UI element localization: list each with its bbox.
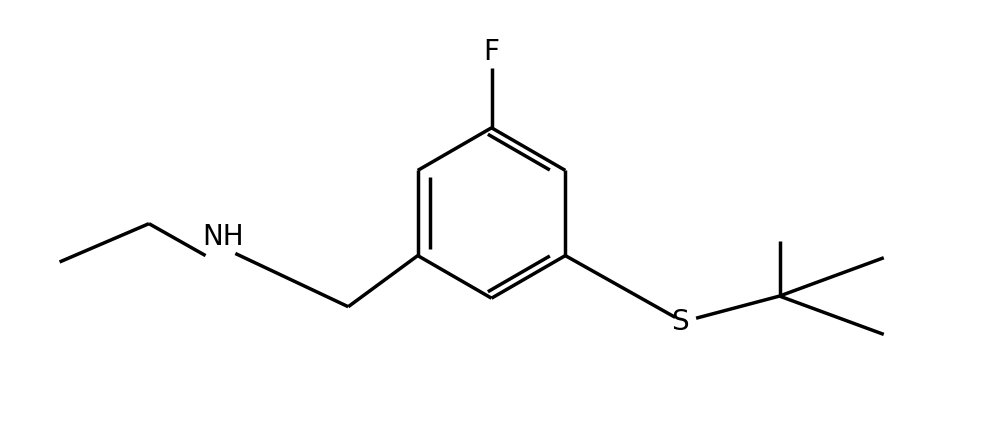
Text: NH: NH <box>203 223 244 251</box>
Text: S: S <box>671 308 689 336</box>
Text: F: F <box>484 38 499 66</box>
